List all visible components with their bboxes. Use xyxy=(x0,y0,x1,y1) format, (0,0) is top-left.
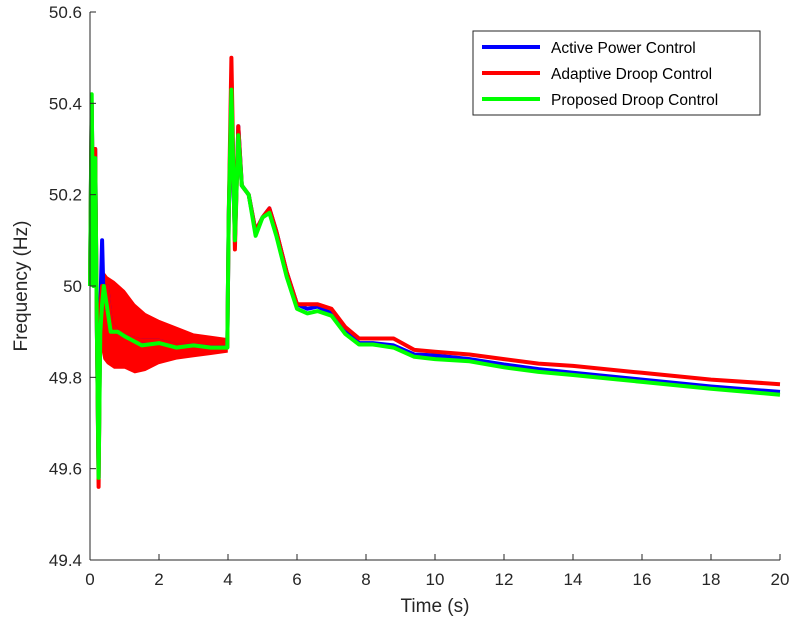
series-layer xyxy=(88,55,781,489)
y-tick-label: 49.8 xyxy=(49,368,82,387)
x-tick-label: 12 xyxy=(495,570,514,589)
y-tick-label: 49.4 xyxy=(49,551,82,570)
legend-label-active-power-control: Active Power Control xyxy=(551,40,696,57)
x-tick-label: 6 xyxy=(292,570,301,589)
x-tick-label: 10 xyxy=(426,570,445,589)
legend-label-adaptive-droop-control: Adaptive Droop Control xyxy=(551,66,712,83)
x-tick-label: 4 xyxy=(223,570,232,589)
legend-label-proposed-droop-control: Proposed Droop Control xyxy=(551,92,718,109)
x-tick-label: 8 xyxy=(361,570,370,589)
y-tick-label: 50.6 xyxy=(49,3,82,22)
y-tick-label: 50.4 xyxy=(49,94,82,113)
series-line-proposed-droop-control xyxy=(88,87,781,480)
x-tick-label: 14 xyxy=(564,570,583,589)
x-tick-label: 20 xyxy=(771,570,790,589)
y-tick-label: 49.6 xyxy=(49,460,82,479)
x-axis-title: Time (s) xyxy=(401,596,470,617)
legend: Active Power Control Adaptive Droop Contr… xyxy=(472,30,761,116)
x-ticks: 0 2 4 6 8 10 12 14 16 18 20 xyxy=(85,554,789,589)
x-tick-label: 2 xyxy=(154,570,163,589)
y-axis-title: Frequency (Hz) xyxy=(11,221,32,352)
y-ticks: 49.4 49.6 49.8 50 50.2 50.4 50.6 xyxy=(49,3,96,570)
x-tick-label: 16 xyxy=(633,570,652,589)
x-tick-label: 18 xyxy=(702,570,721,589)
x-tick-label: 0 xyxy=(85,570,94,589)
y-tick-label: 50 xyxy=(63,277,82,296)
y-tick-label: 50.2 xyxy=(49,186,82,205)
